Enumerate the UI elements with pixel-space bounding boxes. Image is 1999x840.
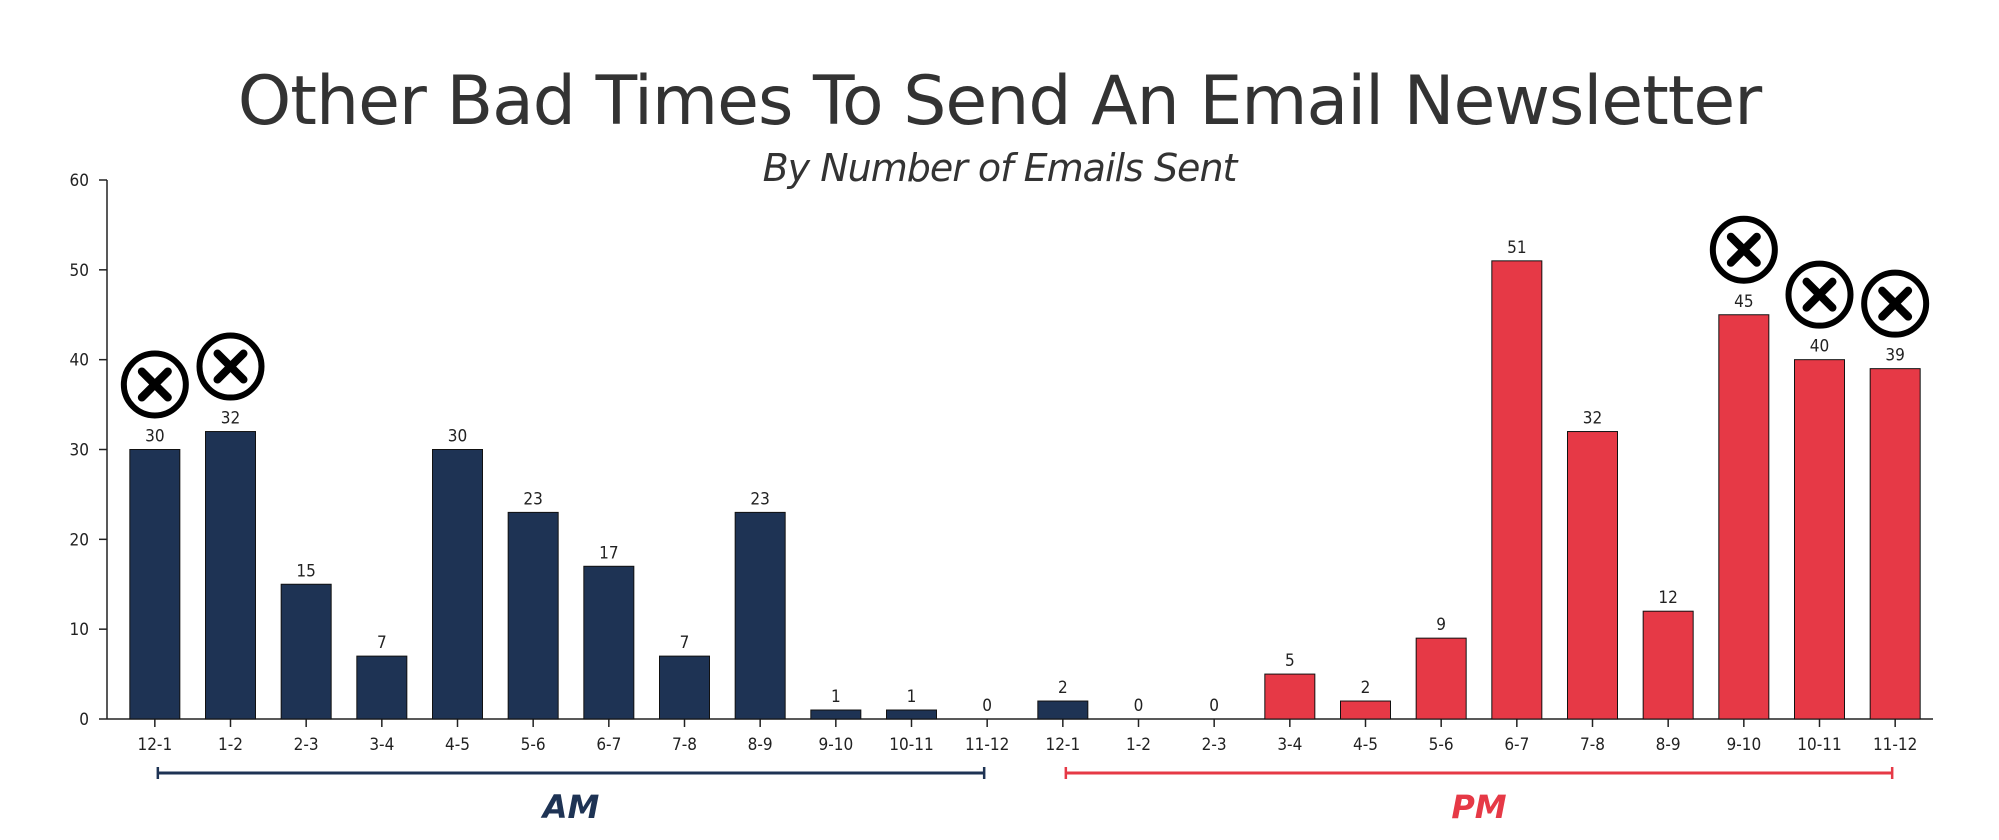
bar bbox=[1491, 260, 1543, 720]
x-tick-label: 5-6 bbox=[1429, 735, 1454, 755]
bar-value-label: 7 bbox=[680, 633, 690, 653]
y-axis: 0 10 20 30 40 50 60 bbox=[70, 171, 108, 730]
x-tick-label: 12-1 bbox=[137, 735, 172, 755]
x-tick-label: 4-5 bbox=[1353, 735, 1378, 755]
bar bbox=[507, 511, 559, 720]
bar-value-label: 2 bbox=[1058, 678, 1068, 698]
bar-value-label: 17 bbox=[599, 543, 618, 563]
x-tick-label: 2-3 bbox=[294, 735, 319, 755]
y-tick-label: 20 bbox=[70, 530, 89, 550]
x-tick-label: 6-7 bbox=[596, 735, 621, 755]
bar bbox=[280, 583, 332, 720]
bar-value-label: 1 bbox=[831, 687, 841, 707]
bars: 30 32 15 7 30 23 17 7 23 1 1 0 2 0 0 5 2 9 51 32 12 45 40 39 bbox=[129, 238, 1921, 720]
bar-value-label: 32 bbox=[1583, 409, 1602, 429]
x-tick-label: 6-7 bbox=[1504, 735, 1529, 755]
bar-value-label: 30 bbox=[145, 427, 164, 447]
bar-value-label: 30 bbox=[448, 427, 467, 447]
x-tick-label: 9-10 bbox=[1726, 735, 1761, 755]
y-tick-label: 10 bbox=[70, 620, 89, 640]
x-tick-label: 4-5 bbox=[445, 735, 470, 755]
period-label: PM bbox=[1451, 788, 1506, 826]
x-tick-label: 9-10 bbox=[818, 735, 853, 755]
x-tick-label: 5-6 bbox=[521, 735, 546, 755]
x-stroke bbox=[1802, 277, 1837, 312]
y-tick-label: 60 bbox=[70, 171, 89, 191]
x-tick-label: 2-3 bbox=[1202, 735, 1227, 755]
period-label: AM bbox=[540, 788, 600, 826]
x-tick-label: 10-11 bbox=[1797, 735, 1841, 755]
x-tick-label: 11-12 bbox=[1873, 735, 1917, 755]
bar bbox=[1794, 359, 1845, 720]
x-circle-icon bbox=[120, 350, 189, 419]
x-tick-label: 7-8 bbox=[1580, 735, 1605, 755]
x-tick-label: 3-4 bbox=[369, 735, 394, 755]
bar bbox=[129, 449, 181, 720]
bar bbox=[810, 709, 862, 720]
bar-value-label: 15 bbox=[296, 561, 315, 581]
bar bbox=[659, 655, 710, 720]
bar-value-label: 51 bbox=[1507, 238, 1526, 258]
bar-value-label: 0 bbox=[1134, 696, 1144, 716]
x-stroke bbox=[1726, 232, 1761, 267]
bar bbox=[1642, 610, 1694, 720]
x-tick-label: 10-11 bbox=[889, 735, 933, 755]
bar bbox=[1340, 700, 1391, 720]
bar-value-label: 12 bbox=[1658, 588, 1677, 608]
y-tick-label: 0 bbox=[79, 710, 89, 730]
bar bbox=[1037, 700, 1089, 720]
x-stroke bbox=[213, 349, 248, 384]
x-tick-label: 3-4 bbox=[1277, 735, 1302, 755]
bar-value-label: 2 bbox=[1361, 678, 1371, 698]
bar-value-label: 39 bbox=[1885, 346, 1904, 366]
bar bbox=[432, 449, 483, 720]
period-brackets: AM PM bbox=[156, 767, 1894, 826]
x-tick-label: 11-12 bbox=[965, 735, 1009, 755]
bar bbox=[583, 565, 635, 720]
x-stroke bbox=[137, 367, 172, 402]
x-tick-label: 1-2 bbox=[218, 735, 243, 755]
bar bbox=[1567, 431, 1618, 720]
bar bbox=[1415, 637, 1467, 720]
bar-value-label: 0 bbox=[1209, 696, 1219, 716]
x-tick-label: 1-2 bbox=[1126, 735, 1151, 755]
x-tick-label: 7-8 bbox=[672, 735, 697, 755]
bar-value-label: 23 bbox=[750, 489, 769, 509]
bar-value-label: 7 bbox=[377, 633, 387, 653]
bar bbox=[1869, 368, 1921, 720]
x-stroke bbox=[1878, 286, 1913, 321]
x-circle-icon bbox=[196, 332, 265, 401]
bar-value-label: 45 bbox=[1734, 292, 1753, 312]
x-circle-icon bbox=[1861, 269, 1930, 338]
chart-subtitle: By Number of Emails Sent bbox=[762, 146, 1238, 190]
x-tick-label: 8-9 bbox=[748, 735, 773, 755]
bar bbox=[734, 511, 786, 720]
bar bbox=[356, 655, 408, 720]
bar-value-label: 5 bbox=[1285, 651, 1295, 671]
y-tick-label: 40 bbox=[70, 351, 89, 371]
bar bbox=[1264, 673, 1316, 720]
x-axis: 12-1 1-2 2-3 3-4 4-5 5-6 6-7 7-8 8-9 9-10 10-11 11-… bbox=[107, 718, 1933, 755]
bar bbox=[205, 431, 256, 720]
bad-time-markers bbox=[120, 215, 1930, 419]
y-tick-label: 50 bbox=[70, 261, 89, 281]
bar-value-label: 40 bbox=[1810, 337, 1829, 357]
x-tick-label: 12-1 bbox=[1045, 735, 1080, 755]
y-tick-label: 30 bbox=[70, 441, 89, 461]
x-tick-label: 8-9 bbox=[1656, 735, 1681, 755]
x-circle-icon bbox=[1785, 260, 1854, 329]
bar-value-label: 0 bbox=[982, 696, 992, 716]
bar-value-label: 9 bbox=[1436, 615, 1446, 635]
chart-title: Other Bad Times To Send An Email Newslet… bbox=[237, 62, 1762, 141]
bar-value-label: 32 bbox=[221, 409, 240, 429]
bar bbox=[1718, 314, 1770, 720]
bar-value-label: 23 bbox=[523, 489, 542, 509]
bar-value-label: 1 bbox=[907, 687, 917, 707]
bar bbox=[886, 709, 937, 720]
x-circle-icon bbox=[1709, 215, 1778, 284]
